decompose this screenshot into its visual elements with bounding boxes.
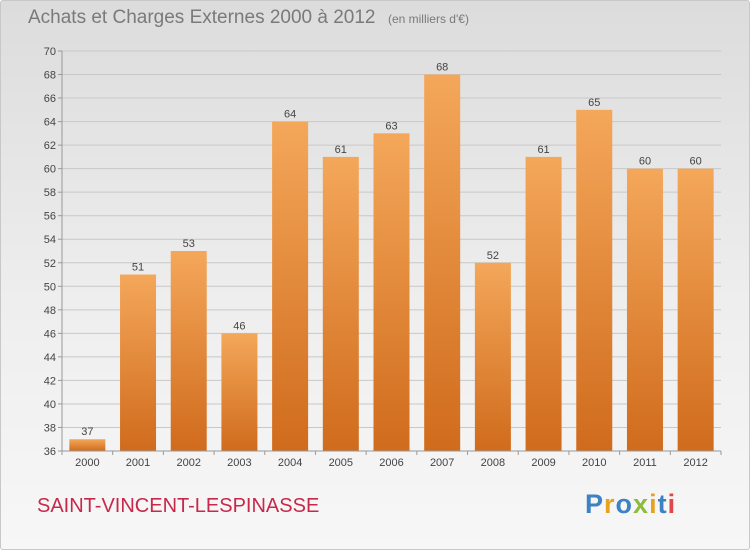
y-tick-label: 44 bbox=[44, 352, 56, 364]
commune-name: SAINT-VINCENT-LESPINASSE bbox=[37, 495, 320, 517]
value-label-2012: 60 bbox=[690, 156, 702, 168]
bar-2010 bbox=[576, 109, 613, 451]
value-label-2002: 53 bbox=[183, 238, 195, 250]
value-label-2011: 60 bbox=[639, 156, 651, 168]
value-label-2010: 65 bbox=[588, 97, 600, 109]
logo-letter: x bbox=[633, 489, 650, 519]
bar-2002 bbox=[170, 251, 207, 451]
y-tick-label: 52 bbox=[44, 258, 56, 270]
value-label-2003: 46 bbox=[233, 320, 245, 332]
value-label-2009: 61 bbox=[537, 144, 549, 156]
y-tick-label: 46 bbox=[44, 328, 56, 340]
bar-2012 bbox=[677, 168, 714, 451]
x-tick-label-2001: 2001 bbox=[126, 457, 150, 469]
x-tick-label-2010: 2010 bbox=[582, 457, 606, 469]
x-tick-label-2003: 2003 bbox=[227, 457, 251, 469]
bar-2004 bbox=[272, 121, 309, 452]
x-tick-label-2012: 2012 bbox=[683, 457, 707, 469]
x-tick-label-2006: 2006 bbox=[379, 457, 403, 469]
bar-2001 bbox=[120, 274, 157, 451]
y-tick-label: 40 bbox=[44, 399, 56, 411]
y-tick-label: 62 bbox=[44, 140, 56, 152]
proxiti-logo: Proxiti bbox=[585, 489, 676, 520]
value-label-2008: 52 bbox=[487, 250, 499, 262]
logo-letter: P bbox=[585, 489, 605, 519]
x-tick-label-2007: 2007 bbox=[430, 457, 454, 469]
y-tick-label: 38 bbox=[44, 422, 56, 434]
value-label-2006: 63 bbox=[385, 120, 397, 132]
y-tick-label: 58 bbox=[44, 187, 56, 199]
y-tick-label: 56 bbox=[44, 211, 56, 223]
chart-title-block: Achats et Charges Externes 2000 à 2012 (… bbox=[28, 7, 469, 29]
x-tick-label-2008: 2008 bbox=[481, 457, 505, 469]
x-tick-label-2005: 2005 bbox=[329, 457, 353, 469]
y-tick-label: 66 bbox=[44, 93, 56, 105]
logo-letter: i bbox=[649, 489, 658, 519]
logo-letter: t bbox=[657, 489, 668, 519]
value-label-2007: 68 bbox=[436, 62, 448, 74]
logo-letter: o bbox=[615, 489, 634, 519]
y-tick-label: 64 bbox=[44, 117, 56, 129]
x-tick-label-2002: 2002 bbox=[176, 457, 200, 469]
x-tick-label-2011: 2011 bbox=[633, 457, 657, 469]
bar-2003 bbox=[221, 333, 258, 451]
bar-2008 bbox=[474, 262, 511, 451]
bar-2007 bbox=[424, 74, 461, 451]
y-tick-label: 60 bbox=[44, 164, 56, 176]
y-tick-label: 42 bbox=[44, 375, 56, 387]
y-tick-label: 68 bbox=[44, 70, 56, 82]
bar-2009 bbox=[525, 156, 562, 451]
x-tick-label-2000: 2000 bbox=[75, 457, 99, 469]
bars: 37 51 53 46 64 61 63 68 52 61 65 60 60 bbox=[69, 62, 714, 452]
value-label-2000: 37 bbox=[81, 426, 93, 438]
y-tick-label: 50 bbox=[44, 281, 56, 293]
chart-title: Achats et Charges Externes 2000 à 2012 bbox=[28, 7, 376, 28]
x-tick-label-2009: 2009 bbox=[531, 457, 555, 469]
bar-2000 bbox=[69, 439, 106, 451]
bar-2005 bbox=[322, 156, 359, 451]
logo-letter: i bbox=[667, 489, 677, 519]
bar-2006 bbox=[373, 133, 410, 451]
value-label-2001: 51 bbox=[132, 262, 144, 274]
axes: 36 38 40 42 44 46 48 50 52 54 56 58 60 62 64 66 68 70 2000… bbox=[44, 46, 722, 469]
logo-letter: r bbox=[604, 489, 616, 519]
value-label-2004: 64 bbox=[284, 109, 296, 121]
x-tick-label-2004: 2004 bbox=[278, 457, 302, 469]
chart-unit: (en milliers d'€) bbox=[387, 12, 469, 26]
y-tick-label: 36 bbox=[44, 446, 56, 458]
y-tick-label: 54 bbox=[44, 234, 56, 246]
y-tick-label: 48 bbox=[44, 305, 56, 317]
value-label-2005: 61 bbox=[335, 144, 347, 156]
bar-2011 bbox=[626, 168, 663, 451]
y-tick-label: 70 bbox=[44, 46, 56, 58]
